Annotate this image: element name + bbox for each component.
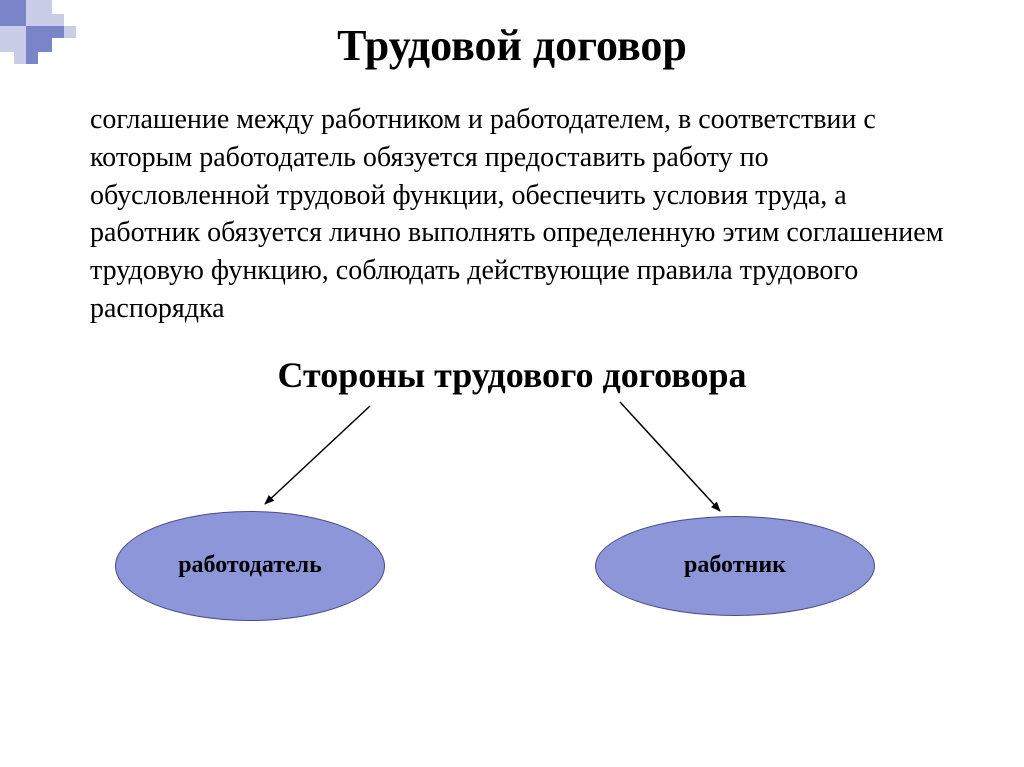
decor-square bbox=[26, 0, 52, 26]
employee-ellipse: работник bbox=[595, 516, 875, 616]
parties-diagram: работодатель работник bbox=[0, 396, 1024, 636]
definition-paragraph: соглашение между работником и работодате… bbox=[0, 71, 1024, 328]
employer-ellipse: работодатель bbox=[115, 511, 385, 621]
decor-square bbox=[0, 0, 26, 26]
decor-square bbox=[0, 26, 26, 52]
decor-square bbox=[52, 26, 64, 38]
decor-square bbox=[26, 26, 52, 52]
corner-decoration bbox=[0, 0, 120, 70]
employer-label: работодатель bbox=[178, 552, 322, 579]
decor-square bbox=[52, 14, 64, 26]
arrow-line bbox=[265, 406, 370, 504]
decor-square bbox=[26, 52, 38, 64]
arrow-line bbox=[620, 402, 720, 511]
decor-square bbox=[64, 26, 76, 38]
subtitle: Стороны трудового договора bbox=[0, 354, 1024, 396]
decor-square bbox=[14, 52, 26, 64]
employee-label: работник bbox=[684, 552, 786, 579]
page-title: Трудовой договор bbox=[0, 0, 1024, 71]
